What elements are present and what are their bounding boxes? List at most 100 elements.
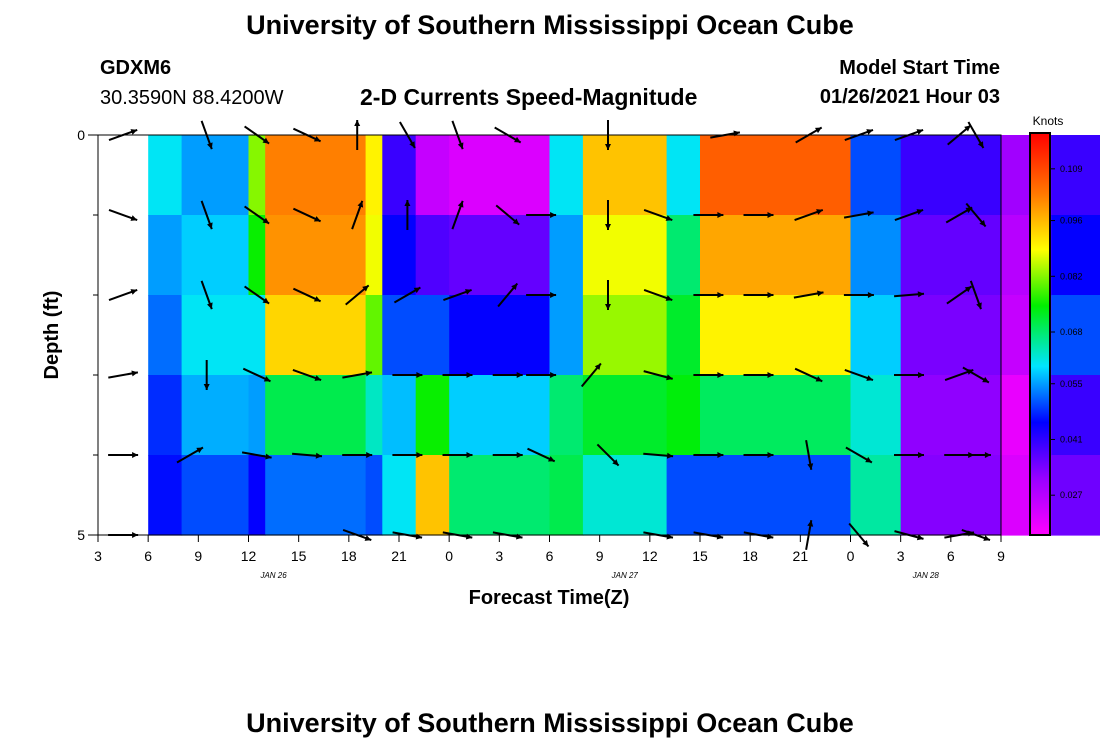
heatmap-cell xyxy=(1051,215,1100,296)
vector-arrowhead xyxy=(404,200,411,206)
vector-arrowhead xyxy=(516,452,523,458)
colorbar-tick-label: 0.096 xyxy=(1060,216,1083,226)
chart-subtitle: 2-D Currents Speed-Magnitude xyxy=(360,84,698,110)
vector-arrowhead xyxy=(132,452,139,458)
heatmap-cell xyxy=(148,295,183,376)
vector-arrowhead xyxy=(130,129,138,135)
x-axis: 3 6 9 12 15 18 21 0 3 6 9 12 15 18 21 0 3 6 9 JAN 26 JAN 27 J… xyxy=(94,535,1005,580)
x-tick-label: 21 xyxy=(391,548,407,564)
heatmap-cell xyxy=(415,135,450,216)
heatmap-cell xyxy=(181,215,250,296)
vector-arrowhead xyxy=(665,295,673,301)
model-start-value: 01/26/2021 Hour 03 xyxy=(819,86,1000,108)
heatmap-cell xyxy=(382,215,417,296)
heatmap-cell xyxy=(365,135,383,216)
y-axis: 05 xyxy=(77,127,98,543)
x-tick-label: 6 xyxy=(947,548,955,564)
vector-arrowhead xyxy=(918,452,924,458)
vector-arrowhead xyxy=(605,224,611,230)
heatmap-cell xyxy=(382,135,417,216)
heatmap-cell xyxy=(365,215,383,296)
heatmap-cell xyxy=(666,215,701,296)
colorbar-tick-label: 0.068 xyxy=(1060,327,1083,337)
vector-arrowhead xyxy=(807,463,814,470)
heatmap-cell xyxy=(549,135,584,216)
heatmap-cell xyxy=(449,455,551,536)
vector-arrowhead xyxy=(354,120,361,126)
vector-arrowhead xyxy=(983,535,990,541)
vector-arrowhead xyxy=(916,534,924,541)
heatmap-cell xyxy=(181,295,250,376)
heatmap-cell xyxy=(549,375,584,456)
vector-arrowhead xyxy=(666,452,674,459)
vector-arrowhead xyxy=(315,452,322,459)
y-axis-title: Depth (ft) xyxy=(41,291,63,380)
heatmap-cell xyxy=(148,215,183,296)
heatmap-cell xyxy=(900,295,1002,376)
heatmap-cell xyxy=(582,215,668,296)
heatmap-cell xyxy=(265,295,367,376)
x-tick-label: 15 xyxy=(291,548,307,564)
vector-arrowhead xyxy=(815,127,822,134)
vector-arrowhead xyxy=(717,452,724,458)
x-tick-label: 6 xyxy=(546,548,554,564)
heatmap-cell xyxy=(700,295,852,376)
colorbar-tick-label: 0.041 xyxy=(1060,434,1083,444)
heatmap-cell xyxy=(365,455,383,536)
x-tick-label: 0 xyxy=(445,548,453,564)
colorbar: Knots 0.109 0.096 0.082 0.068 0.055 0.041 0.02… xyxy=(1029,114,1083,536)
vector-arrowhead xyxy=(862,540,869,547)
vector-arrowhead xyxy=(130,215,138,221)
vector-arrowhead xyxy=(767,292,774,298)
x-tick-label: 21 xyxy=(793,548,809,564)
colorbar-tick-label: 0.082 xyxy=(1060,271,1083,281)
x-tick-label: 6 xyxy=(144,548,152,564)
heatmap-cell xyxy=(265,455,367,536)
vector-arrowhead xyxy=(262,137,270,144)
colorbar-tick-label: 0.109 xyxy=(1060,164,1083,174)
heatmap-cell xyxy=(1051,375,1100,456)
chart-title: University of Southern Mississippi Ocean… xyxy=(246,10,854,40)
x-tick-label: 9 xyxy=(194,548,202,564)
heatmap-cell xyxy=(850,295,902,376)
vector-arrowhead xyxy=(466,452,473,458)
vector-arrowhead xyxy=(964,125,971,132)
vector-arrowhead xyxy=(512,218,520,225)
heatmap-cell xyxy=(248,295,266,376)
heatmap-cell xyxy=(1051,455,1100,536)
heatmap-cell xyxy=(415,295,450,376)
x-tick-label: 3 xyxy=(94,548,102,564)
vector-arrowhead xyxy=(977,141,984,148)
vector-arrowhead xyxy=(413,287,421,294)
x-tick-label: 3 xyxy=(495,548,503,564)
heatmap-cell xyxy=(449,375,551,456)
vector-arrowhead xyxy=(917,291,924,298)
vector-arrowhead xyxy=(207,222,213,230)
heatmap-cell xyxy=(415,215,450,296)
x-tick-label: 15 xyxy=(692,548,708,564)
heatmap-cell xyxy=(582,375,668,456)
vector-arrowhead xyxy=(364,535,372,541)
vector-arrowhead xyxy=(605,144,611,150)
heatmap-cell xyxy=(265,135,367,216)
vector-arrowhead xyxy=(916,209,924,215)
vector-arrowhead xyxy=(815,376,823,382)
vector-arrowhead xyxy=(982,376,989,383)
vector-arrowhead xyxy=(964,286,972,293)
vector-arrowhead xyxy=(865,456,872,463)
vector-arrowhead xyxy=(130,289,138,295)
vector-arrowhead xyxy=(313,136,321,142)
vector-arrowhead xyxy=(207,302,213,310)
vector-arrowhead xyxy=(362,285,369,292)
heatmap-cell xyxy=(582,295,668,376)
vector-arrowhead xyxy=(717,212,724,218)
vector-arrowhead xyxy=(262,297,270,304)
vector-arrowhead xyxy=(457,200,464,208)
heatmap-cells xyxy=(148,135,1100,536)
station-coordinates: 30.3590N 88.4200W xyxy=(100,87,284,109)
vector-arrowhead xyxy=(409,141,415,148)
vector-arrowhead xyxy=(605,304,611,310)
heatmap-cell xyxy=(181,135,250,216)
footer-title: University of Southern Mississippi Ocean… xyxy=(246,708,854,738)
heatmap-cell xyxy=(700,455,852,536)
